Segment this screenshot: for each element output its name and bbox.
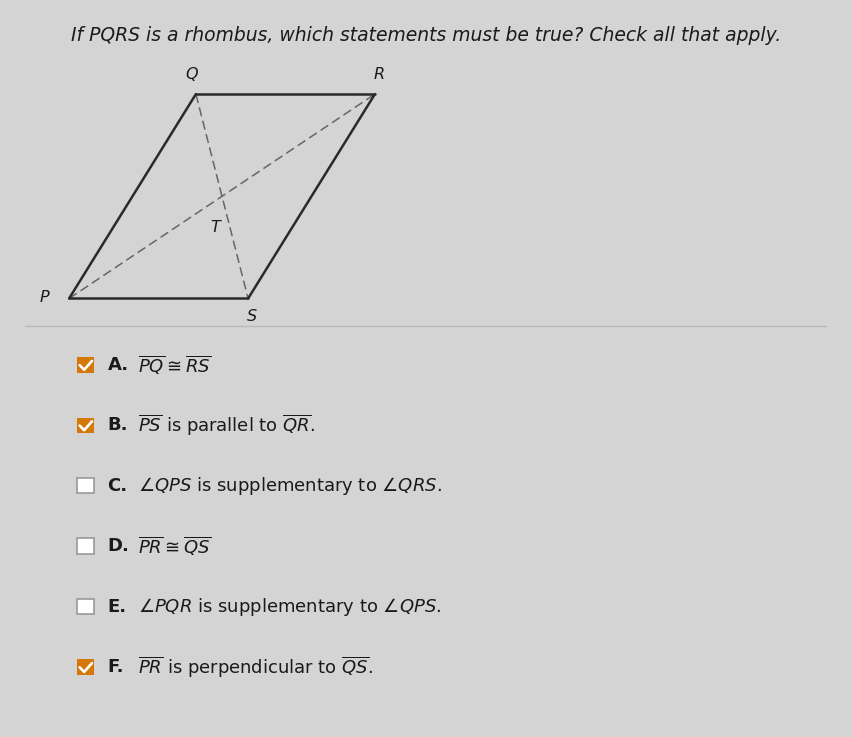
FancyBboxPatch shape [78,357,94,373]
Text: B.: B. [107,416,128,434]
Text: Q: Q [185,67,198,82]
Text: P: P [39,290,49,304]
Text: $\angle PQR$ is supplementary to $\angle QPS$.: $\angle PQR$ is supplementary to $\angle… [138,595,441,618]
Text: T: T [210,220,220,235]
Text: C.: C. [107,477,128,495]
Text: A.: A. [107,356,129,374]
FancyBboxPatch shape [78,598,94,615]
Text: D.: D. [107,537,130,555]
Text: $\overline{PR}$ is perpendicular to $\overline{QS}$.: $\overline{PR}$ is perpendicular to $\ov… [138,654,373,680]
FancyBboxPatch shape [78,417,94,433]
FancyBboxPatch shape [78,478,94,494]
Text: F.: F. [107,658,124,676]
Text: If PQRS is a rhombus, which statements must be true? Check all that apply.: If PQRS is a rhombus, which statements m… [71,26,781,45]
Text: $\angle QPS$ is supplementary to $\angle QRS$.: $\angle QPS$ is supplementary to $\angle… [138,475,442,497]
Text: $\overline{PQ} \cong \overline{RS}$: $\overline{PQ} \cong \overline{RS}$ [138,354,211,376]
Text: $\overline{PS}$ is parallel to $\overline{QR}$.: $\overline{PS}$ is parallel to $\overlin… [138,413,315,438]
Text: R: R [374,67,385,82]
Text: S: S [247,309,257,324]
FancyBboxPatch shape [78,538,94,554]
Text: E.: E. [107,598,127,615]
FancyBboxPatch shape [78,660,94,675]
Text: $\overline{PR} \cong \overline{QS}$: $\overline{PR} \cong \overline{QS}$ [138,535,211,557]
